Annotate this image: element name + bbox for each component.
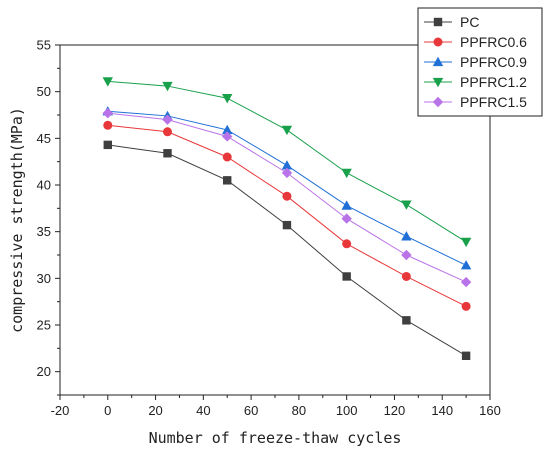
y-tick-label: 50 <box>37 84 51 99</box>
series-ppfrc1-2 <box>102 77 472 248</box>
legend-label: PC <box>460 14 479 30</box>
x-tick-label: 80 <box>292 403 306 418</box>
data-point <box>162 81 173 92</box>
data-point <box>281 167 293 179</box>
data-point <box>222 94 233 104</box>
data-point <box>103 140 112 150</box>
data-point <box>163 127 172 137</box>
axes: -20 0 20 40 60 80 100 120 140 160 20 25 30 35 40 45 50 55 <box>37 38 501 419</box>
data-point <box>341 213 352 224</box>
data-point <box>460 260 472 270</box>
data-point <box>102 107 113 119</box>
y-tick-label: 45 <box>37 131 51 146</box>
data-point <box>401 200 412 210</box>
data-point <box>102 77 113 87</box>
y-tick-label: 35 <box>37 224 51 239</box>
x-tick-label: 60 <box>244 403 258 418</box>
data-point <box>341 168 352 179</box>
legend-marker <box>432 96 444 108</box>
x-tick-label: 0 <box>104 403 111 418</box>
y-tick-label: 30 <box>37 271 51 286</box>
x-tick-label: 140 <box>431 403 453 418</box>
data-point <box>401 249 412 261</box>
series-pc <box>103 140 471 360</box>
x-tick-label: 100 <box>336 403 358 418</box>
data-point <box>282 191 292 201</box>
series-ppfrc0-6 <box>103 120 471 311</box>
legend-marker <box>432 77 444 88</box>
data-point <box>401 271 411 281</box>
data-point <box>460 237 472 248</box>
legend-marker <box>433 37 443 47</box>
data-point <box>163 149 172 158</box>
x-tick-label: 120 <box>384 403 406 418</box>
legend-marker <box>432 56 444 67</box>
data-point <box>162 114 173 125</box>
legend-label: PPFRC1.5 <box>460 94 527 110</box>
series-ppfrc1-5 <box>102 107 472 288</box>
y-tick-label: 25 <box>37 318 51 333</box>
data-point <box>402 316 411 325</box>
data-point <box>222 131 233 142</box>
data-point <box>401 231 412 241</box>
legend-label: PPFRC0.9 <box>460 54 527 70</box>
data-point <box>461 351 471 360</box>
series-layer <box>102 77 472 360</box>
data-point <box>282 220 292 230</box>
y-axis-label: compressive strength(MPa) <box>8 107 26 333</box>
data-point <box>222 152 232 162</box>
y-tick-label: 40 <box>37 178 51 193</box>
x-axis-label: Number of freeze-thaw cycles <box>149 429 402 447</box>
data-point <box>281 160 293 170</box>
data-point <box>460 276 472 288</box>
x-tick-label: 20 <box>148 403 162 418</box>
legend-marker <box>433 17 443 27</box>
x-tick-label: 40 <box>196 403 210 418</box>
data-point <box>461 301 471 311</box>
y-tick-label: 20 <box>37 364 51 379</box>
legend-label: PPFRC1.2 <box>460 74 527 90</box>
data-point <box>103 120 113 130</box>
data-point <box>281 125 293 136</box>
data-point <box>222 124 233 135</box>
legend: PC PPFRC0.6 PPFRC0.9 PPFRC1.2 PPFRC1.5 <box>417 7 543 117</box>
data-point <box>223 176 232 185</box>
x-tick-label: -20 <box>51 403 70 418</box>
x-tick-label: 160 <box>479 403 501 418</box>
y-tick-label: 55 <box>37 38 51 53</box>
data-point <box>342 239 352 249</box>
data-point <box>342 272 351 281</box>
data-point <box>341 200 352 210</box>
legend-label: PPFRC0.6 <box>460 34 527 50</box>
